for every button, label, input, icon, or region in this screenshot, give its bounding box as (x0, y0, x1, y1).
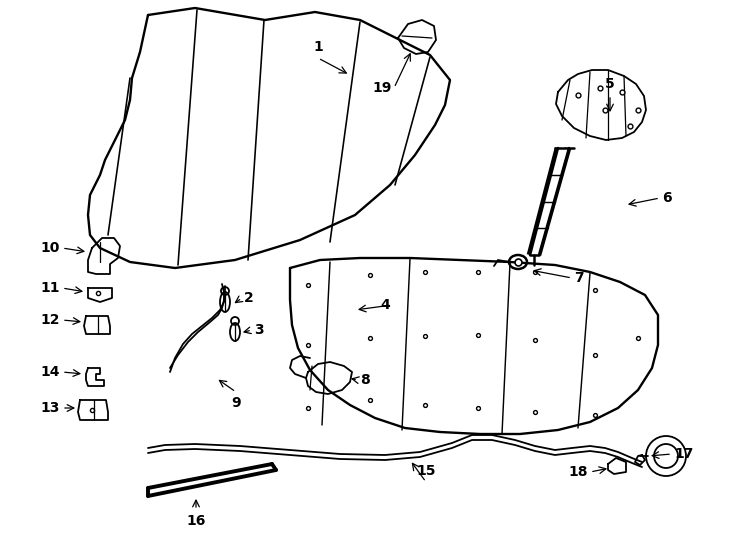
Text: 13: 13 (40, 401, 60, 415)
Text: 15: 15 (416, 464, 436, 478)
Text: 4: 4 (380, 298, 390, 312)
Text: 12: 12 (40, 313, 60, 327)
Text: 16: 16 (186, 514, 206, 528)
Text: 11: 11 (40, 281, 60, 295)
Text: 3: 3 (254, 323, 264, 337)
Text: 19: 19 (373, 81, 392, 95)
Text: 17: 17 (674, 447, 694, 461)
Text: 5: 5 (605, 77, 615, 91)
Text: 1: 1 (313, 40, 323, 54)
Text: 6: 6 (662, 191, 672, 205)
Text: 2: 2 (244, 291, 254, 305)
Text: 7: 7 (574, 271, 584, 285)
Text: 10: 10 (40, 241, 60, 255)
Text: 14: 14 (40, 365, 60, 379)
Text: 9: 9 (231, 396, 241, 410)
Text: 8: 8 (360, 373, 370, 387)
Text: 18: 18 (569, 465, 588, 479)
